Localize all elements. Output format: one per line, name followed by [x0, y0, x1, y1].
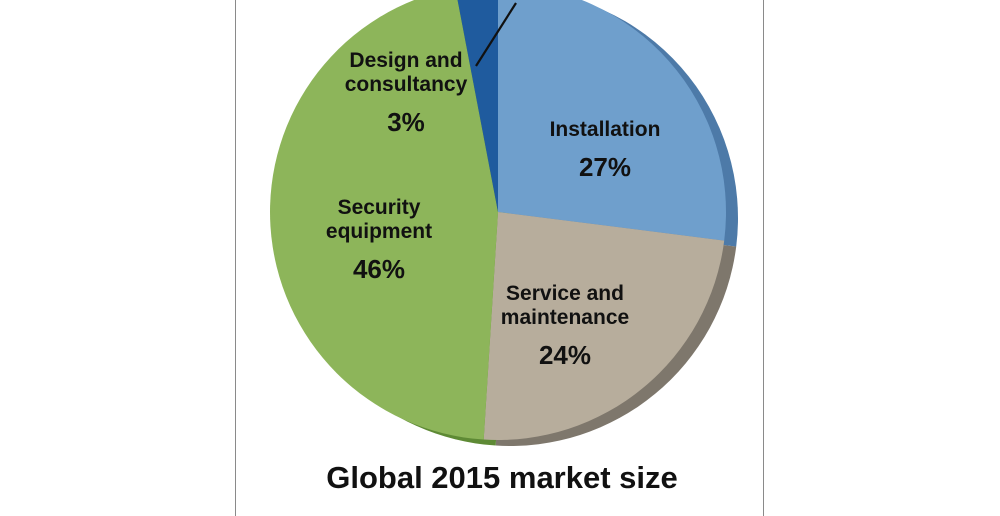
slice-label-text: maintenance: [501, 306, 629, 329]
slice-label-text: Security: [338, 196, 421, 219]
pie-slices: [270, 0, 726, 441]
slice-label-text: equipment: [326, 220, 432, 243]
slice-label-text: Design and: [349, 49, 462, 72]
slice-label-text: Service and: [506, 282, 624, 305]
chart-frame: [235, 0, 764, 516]
slice-percent-label: 24%: [539, 340, 591, 370]
chart-title: Global 2015 market size: [326, 460, 678, 495]
pie-slice-security-equipment: [270, 0, 498, 440]
slice-label-text: Installation: [550, 118, 661, 141]
chart-stage: Installation 27% Service and maintenance 24%…: [235, 0, 764, 516]
slice-label-installation: Installation 27%: [550, 118, 661, 182]
slice-percent-label: 27%: [579, 152, 631, 182]
slice-percent-label: 46%: [353, 254, 405, 284]
design-consultancy-leader-line: [475, 2, 517, 67]
pie-slice-installation: [498, 0, 726, 241]
slice-percent-label: 3%: [387, 107, 425, 137]
pie-slice-service-and-maintenance: [483, 212, 725, 441]
pie-slice-design-and-consultancy: [457, 0, 498, 212]
slice-label-text: consultancy: [345, 73, 468, 96]
